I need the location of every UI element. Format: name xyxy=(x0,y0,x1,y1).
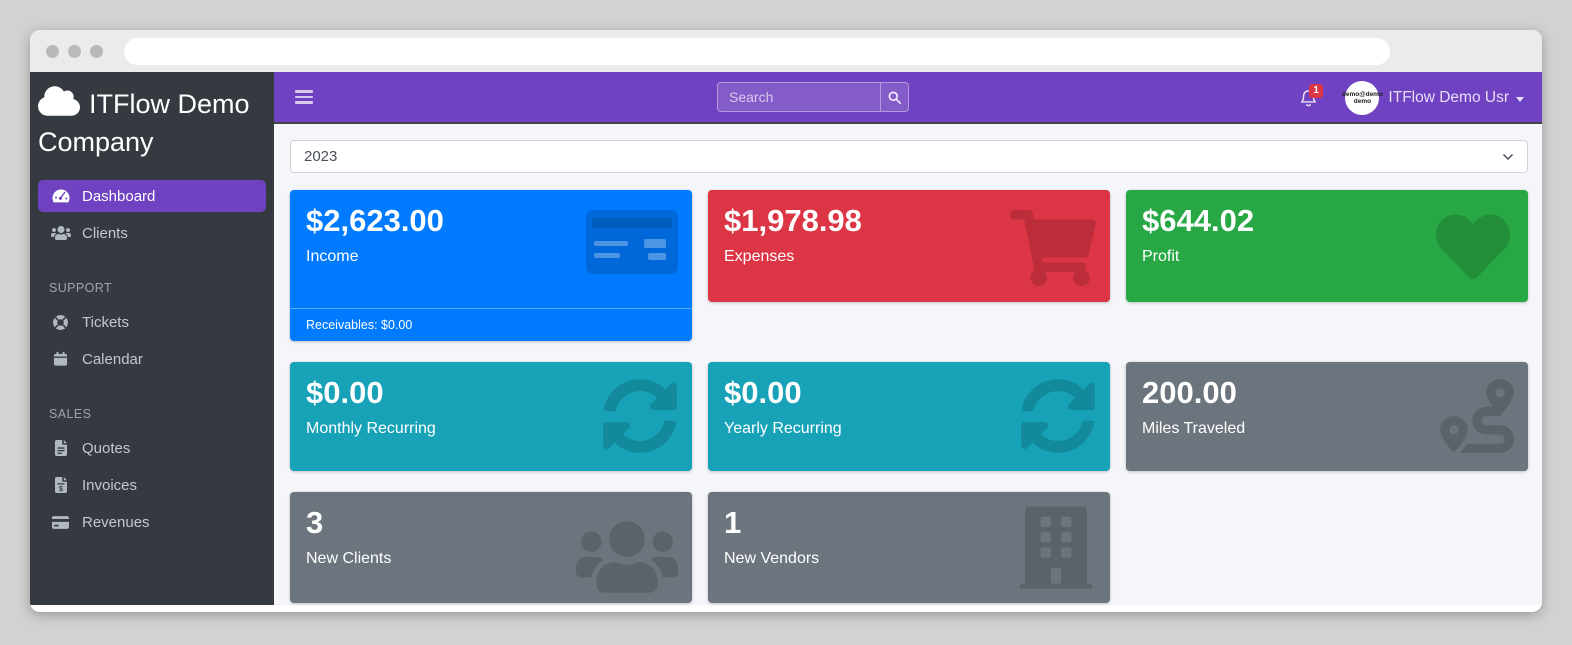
sidebar-item-label: Tickets xyxy=(82,313,129,331)
brand-label: ITFlow Demo Company xyxy=(38,89,250,157)
card-value: 3 xyxy=(306,505,324,540)
card-value: $0.00 xyxy=(306,375,384,410)
avatar-text: demo@demo xyxy=(1341,90,1383,98)
shopping-cart-icon xyxy=(1010,210,1096,291)
sidebar-item-quotes[interactable]: Quotes xyxy=(38,432,266,464)
sidebar-section-support: SUPPORT xyxy=(49,281,112,295)
card-value: $2,623.00 xyxy=(306,203,444,238)
stat-card-monthly-recurring: $0.00 Monthly Recurring xyxy=(290,362,692,471)
card-label: New Vendors xyxy=(724,549,820,567)
notifications-button[interactable]: 1 xyxy=(1299,83,1323,108)
file-invoice-dollar-icon: $ xyxy=(50,477,71,493)
card-label: Miles Traveled xyxy=(1142,419,1246,437)
sync-icon xyxy=(1020,378,1096,459)
stat-card-new-clients: 3 New Clients xyxy=(290,492,692,603)
window-control-dot[interactable] xyxy=(46,44,59,58)
route-icon xyxy=(1440,379,1514,458)
card-footer: Receivables: $0.00 xyxy=(290,308,692,341)
user-name: ITFlow Demo Usr xyxy=(1388,89,1509,106)
sidebar-item-invoices[interactable]: $ Invoices xyxy=(38,469,266,501)
user-menu-toggle[interactable]: ITFlow Demo Usr xyxy=(1388,89,1524,107)
avatar[interactable]: demo@demo demo xyxy=(1342,81,1383,115)
card-value: $0.00 xyxy=(724,375,802,410)
stat-card-yearly-recurring: $0.00 Yearly Recurring xyxy=(708,362,1110,471)
card-label: Profit xyxy=(1142,247,1180,265)
sidebar-item-revenues[interactable]: Revenues xyxy=(38,506,266,538)
credit-card-icon xyxy=(50,515,71,529)
year-select[interactable]: 2023 xyxy=(290,140,1528,173)
card-label: Expenses xyxy=(724,247,795,265)
stat-card-expenses: $1,978.98 Expenses xyxy=(708,190,1110,302)
chevron-down-icon xyxy=(1516,96,1524,102)
browser-chrome xyxy=(30,30,1542,72)
avatar-text: demo xyxy=(1353,98,1372,105)
browser-window: ITFlow Demo Company Dashboard Clients SU… xyxy=(30,30,1542,612)
heart-icon xyxy=(1432,210,1514,289)
sidebar-item-dashboard[interactable]: Dashboard xyxy=(38,180,266,212)
sidebar-item-label: Revenues xyxy=(82,513,150,531)
users-icon xyxy=(576,516,678,603)
file-quote-icon xyxy=(50,440,71,456)
sidebar-item-clients[interactable]: Clients xyxy=(38,217,266,249)
chevron-down-icon xyxy=(1502,153,1514,160)
credit-card-icon xyxy=(586,210,678,279)
sidebar-item-label: Dashboard xyxy=(82,187,156,205)
stat-card-profit: $644.02 Profit xyxy=(1126,190,1528,302)
users-icon xyxy=(50,225,71,241)
sidebar-item-label: Calendar xyxy=(82,350,143,368)
card-label: Monthly Recurring xyxy=(306,419,436,437)
search-icon xyxy=(888,91,901,104)
sidebar: ITFlow Demo Company Dashboard Clients SU… xyxy=(30,72,274,605)
navbar-search xyxy=(717,82,909,112)
year-select-value: 2023 xyxy=(304,148,338,165)
card-label: Income xyxy=(306,247,359,265)
notification-badge: 1 xyxy=(1309,83,1323,98)
life-ring-icon xyxy=(50,314,71,331)
top-navbar: 1 demo@demo demo ITFlow Demo Usr xyxy=(274,72,1542,124)
building-icon xyxy=(1020,506,1092,594)
window-control-dot[interactable] xyxy=(68,44,81,58)
card-value: 1 xyxy=(724,505,742,540)
svg-text:$: $ xyxy=(58,484,63,493)
hamburger-menu-icon[interactable] xyxy=(295,90,313,104)
search-input[interactable] xyxy=(717,82,880,112)
window-controls xyxy=(46,44,103,58)
window-control-dot[interactable] xyxy=(90,44,103,58)
card-label: New Clients xyxy=(306,549,392,567)
stat-card-income: $2,623.00 Income Receivables: $0.00 xyxy=(290,190,692,341)
calendar-icon xyxy=(50,351,71,367)
search-button[interactable] xyxy=(880,82,909,112)
url-bar[interactable] xyxy=(124,37,1390,65)
sidebar-item-tickets[interactable]: Tickets xyxy=(38,306,266,338)
tachometer-icon xyxy=(50,188,71,204)
stat-card-new-vendors: 1 New Vendors xyxy=(708,492,1110,603)
card-label: Yearly Recurring xyxy=(724,419,842,437)
sidebar-item-label: Quotes xyxy=(82,439,131,457)
card-value: $1,978.98 xyxy=(724,203,862,238)
sidebar-item-label: Clients xyxy=(82,224,128,242)
card-value: 200.00 xyxy=(1142,375,1237,410)
cloud-icon xyxy=(38,86,80,116)
sidebar-item-calendar[interactable]: Calendar xyxy=(38,343,266,375)
sidebar-section-sales: SALES xyxy=(49,407,92,421)
brand[interactable]: ITFlow Demo Company xyxy=(30,72,274,171)
sync-icon xyxy=(602,378,678,459)
sidebar-item-label: Invoices xyxy=(82,476,138,494)
card-value: $644.02 xyxy=(1142,203,1255,238)
stat-card-miles-traveled: 200.00 Miles Traveled xyxy=(1126,362,1528,471)
